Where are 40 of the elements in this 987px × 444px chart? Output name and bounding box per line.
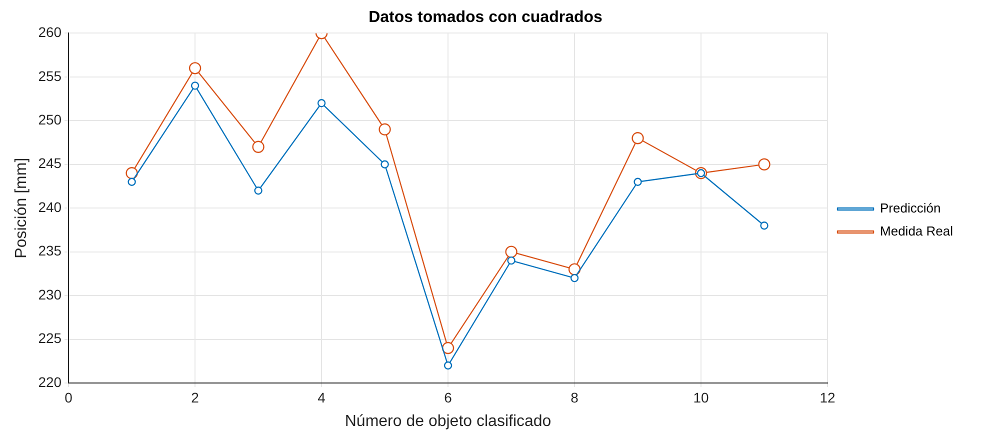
point	[442, 342, 454, 354]
y-tick-label: 225	[38, 330, 62, 346]
point	[254, 186, 262, 195]
x-tick-label: 0	[64, 389, 73, 406]
point	[317, 99, 326, 108]
y-tick-label: 250	[38, 112, 62, 128]
point	[507, 256, 516, 265]
point	[568, 263, 581, 276]
y-tick-label: 220	[38, 374, 62, 390]
y-tick-label: 255	[38, 68, 62, 84]
x-tick-label: 12	[820, 389, 836, 406]
y-tick-label: 245	[38, 155, 62, 172]
point	[632, 132, 644, 144]
point	[188, 62, 202, 74]
point	[378, 123, 391, 136]
x-tick-label: 4	[318, 389, 326, 406]
point	[190, 82, 200, 90]
x-axis-title: Número de objeto clasificado	[344, 412, 552, 430]
legend-label: Medida Real	[880, 224, 954, 239]
point	[126, 167, 138, 180]
point	[570, 274, 579, 282]
y-tick-label: 260	[38, 24, 62, 40]
y-axis-title: Posición [mm]	[13, 158, 30, 258]
point	[444, 361, 452, 370]
legend-label: Predicción	[880, 200, 941, 216]
point	[758, 158, 770, 170]
point	[634, 178, 642, 186]
y-tick-label: 240	[38, 198, 62, 215]
y-tick-label: 230	[38, 286, 62, 302]
point	[760, 221, 768, 230]
y-tick-label: 235	[38, 242, 62, 259]
x-tick-label: 6	[444, 389, 452, 406]
x-tick-label: 8	[570, 389, 579, 406]
x-tick-label: 2	[191, 389, 200, 406]
point	[505, 246, 518, 258]
point	[128, 178, 136, 186]
chart-title: Datos tomados con cuadrados	[368, 9, 603, 26]
x-tick-label: 10	[693, 389, 710, 406]
point	[252, 140, 264, 153]
point	[380, 160, 389, 168]
